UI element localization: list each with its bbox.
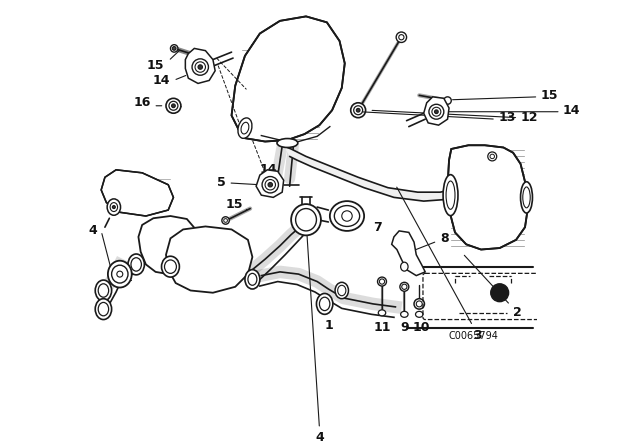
Ellipse shape xyxy=(241,122,249,134)
Text: 7: 7 xyxy=(373,221,382,234)
Ellipse shape xyxy=(98,302,109,316)
Ellipse shape xyxy=(444,97,451,104)
Ellipse shape xyxy=(401,311,408,317)
Ellipse shape xyxy=(224,219,227,222)
Text: C0065794: C0065794 xyxy=(449,332,499,341)
Ellipse shape xyxy=(161,256,179,277)
Ellipse shape xyxy=(172,47,176,50)
Text: 15: 15 xyxy=(147,59,164,72)
Ellipse shape xyxy=(342,211,352,221)
Ellipse shape xyxy=(117,271,123,277)
Ellipse shape xyxy=(95,299,111,319)
Ellipse shape xyxy=(378,277,387,286)
Ellipse shape xyxy=(319,297,330,310)
Text: 8: 8 xyxy=(413,232,449,251)
Polygon shape xyxy=(101,170,173,216)
Polygon shape xyxy=(186,48,215,83)
Ellipse shape xyxy=(296,209,316,231)
Ellipse shape xyxy=(238,118,252,138)
Text: 16: 16 xyxy=(134,96,151,109)
Ellipse shape xyxy=(334,206,360,226)
Ellipse shape xyxy=(399,34,404,40)
Ellipse shape xyxy=(401,262,408,271)
Ellipse shape xyxy=(378,310,386,316)
Text: 15: 15 xyxy=(225,198,243,211)
Ellipse shape xyxy=(111,265,128,283)
Ellipse shape xyxy=(520,182,532,213)
Ellipse shape xyxy=(169,101,178,110)
Ellipse shape xyxy=(335,282,349,299)
Ellipse shape xyxy=(316,293,333,314)
Ellipse shape xyxy=(446,181,455,209)
Polygon shape xyxy=(447,145,528,250)
Text: 2: 2 xyxy=(465,255,522,319)
Ellipse shape xyxy=(291,204,321,235)
Ellipse shape xyxy=(131,258,141,271)
Text: 15: 15 xyxy=(541,89,558,102)
Ellipse shape xyxy=(222,217,229,224)
Ellipse shape xyxy=(402,284,407,289)
Ellipse shape xyxy=(429,104,444,119)
Ellipse shape xyxy=(268,182,273,187)
Ellipse shape xyxy=(170,45,178,52)
Ellipse shape xyxy=(98,284,109,297)
Ellipse shape xyxy=(351,103,365,118)
Ellipse shape xyxy=(107,199,120,215)
Text: 13: 13 xyxy=(498,111,516,124)
Text: 14: 14 xyxy=(563,104,580,117)
Ellipse shape xyxy=(113,206,115,209)
Ellipse shape xyxy=(432,107,441,116)
Text: 1: 1 xyxy=(324,313,333,332)
Ellipse shape xyxy=(396,32,406,43)
Polygon shape xyxy=(138,216,198,274)
Ellipse shape xyxy=(380,279,385,284)
Ellipse shape xyxy=(164,260,177,273)
Ellipse shape xyxy=(338,285,346,296)
Ellipse shape xyxy=(414,299,424,309)
Ellipse shape xyxy=(245,270,260,289)
Text: 4: 4 xyxy=(306,223,324,444)
Polygon shape xyxy=(284,146,452,201)
Ellipse shape xyxy=(172,104,175,108)
Ellipse shape xyxy=(488,152,497,161)
Ellipse shape xyxy=(128,254,145,275)
Text: 9: 9 xyxy=(400,321,409,334)
Text: 12: 12 xyxy=(520,111,538,124)
Text: 3: 3 xyxy=(397,187,483,342)
Circle shape xyxy=(491,284,509,302)
Text: 4: 4 xyxy=(88,224,97,237)
Ellipse shape xyxy=(166,98,181,113)
Ellipse shape xyxy=(262,177,278,193)
Ellipse shape xyxy=(108,261,132,288)
Ellipse shape xyxy=(435,110,438,114)
Ellipse shape xyxy=(354,106,363,115)
Polygon shape xyxy=(166,226,252,293)
Ellipse shape xyxy=(416,301,422,307)
Ellipse shape xyxy=(248,273,257,285)
Ellipse shape xyxy=(415,311,423,317)
Text: 11: 11 xyxy=(373,321,391,334)
Text: 14: 14 xyxy=(260,164,277,177)
Polygon shape xyxy=(424,97,449,125)
Text: 10: 10 xyxy=(413,321,430,334)
Ellipse shape xyxy=(443,175,458,215)
Ellipse shape xyxy=(523,187,530,208)
Ellipse shape xyxy=(195,62,205,72)
Ellipse shape xyxy=(400,282,409,291)
Ellipse shape xyxy=(110,202,118,211)
Ellipse shape xyxy=(490,154,495,159)
Ellipse shape xyxy=(265,180,275,190)
Ellipse shape xyxy=(277,138,298,147)
Ellipse shape xyxy=(198,65,202,69)
Ellipse shape xyxy=(192,59,209,75)
Text: 6: 6 xyxy=(108,185,116,204)
Polygon shape xyxy=(256,170,284,198)
Polygon shape xyxy=(392,231,425,276)
Ellipse shape xyxy=(356,108,360,112)
Text: 14: 14 xyxy=(153,74,170,87)
Polygon shape xyxy=(232,17,345,142)
Ellipse shape xyxy=(95,280,111,301)
Ellipse shape xyxy=(330,201,364,231)
Text: 5: 5 xyxy=(217,176,257,189)
